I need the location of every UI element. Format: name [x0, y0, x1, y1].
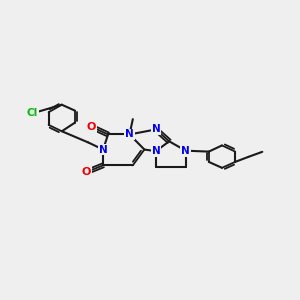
Text: N: N: [152, 146, 160, 156]
Text: N: N: [99, 145, 107, 154]
Text: N: N: [125, 130, 134, 140]
Text: N: N: [181, 146, 190, 156]
Text: O: O: [82, 167, 91, 177]
Text: Cl: Cl: [26, 108, 38, 118]
Text: O: O: [86, 122, 96, 132]
Text: N: N: [152, 124, 160, 134]
